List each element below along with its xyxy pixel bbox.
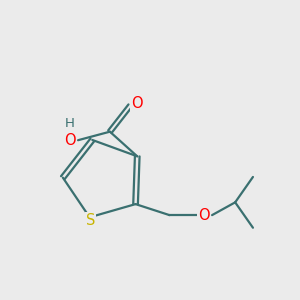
Text: S: S — [86, 213, 95, 228]
Text: H: H — [64, 117, 74, 130]
Text: O: O — [198, 208, 209, 223]
Text: O: O — [64, 133, 75, 148]
Text: O: O — [131, 96, 143, 111]
